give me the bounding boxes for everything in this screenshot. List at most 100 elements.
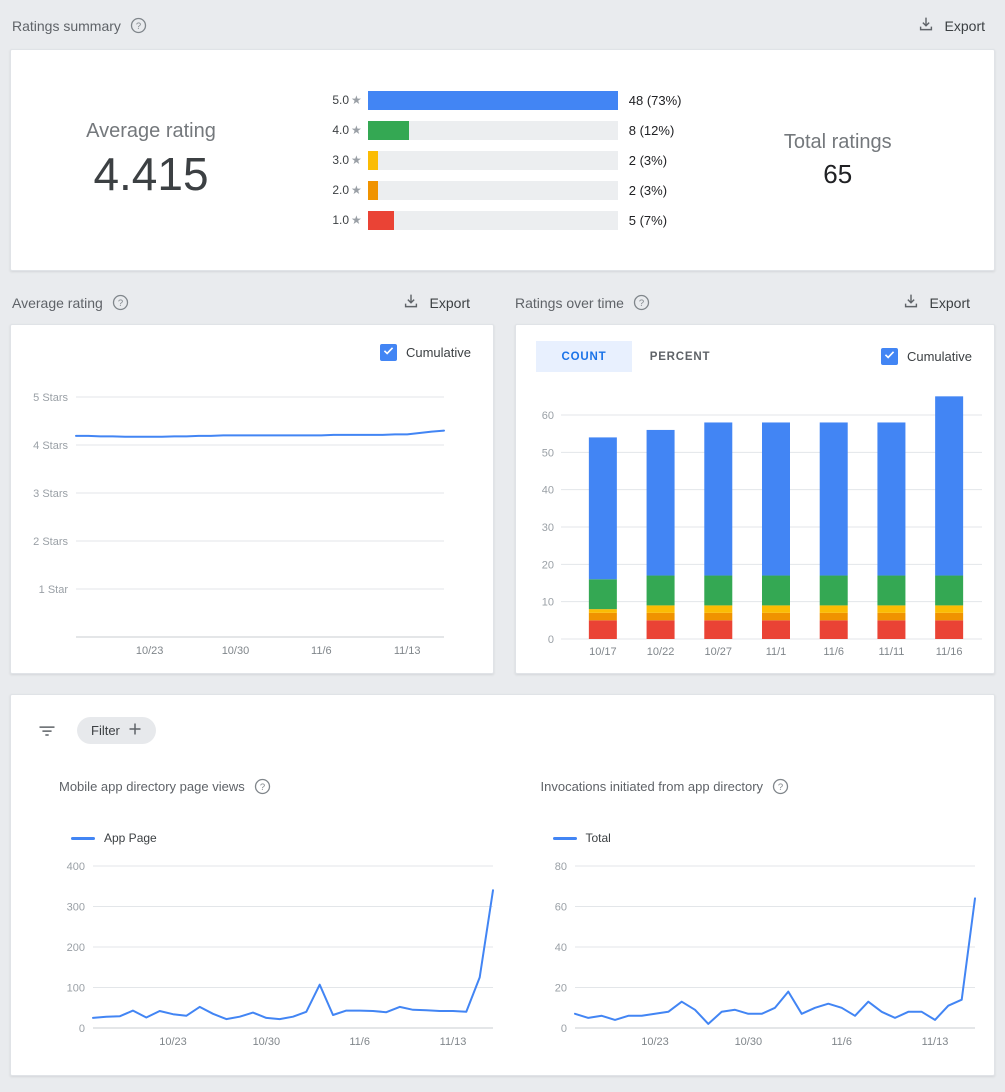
svg-text:100: 100 [67,983,85,995]
directory-charts-row: Mobile app directory page views ? App Pa… [11,778,994,1055]
check-icon [883,348,896,366]
svg-text:11/6: 11/6 [311,645,332,657]
svg-text:10/23: 10/23 [136,645,164,657]
rating-bar-fill [367,180,379,200]
rating-bar-track [367,150,618,170]
svg-text:11/11: 11/11 [878,646,904,658]
help-icon[interactable]: ? [112,294,129,311]
rating-distribution-row: 3.0 ★ 2 (3%) [321,145,682,175]
invocations-chart: 0 20 40 60 80 10/23 10/30 11/6 11/13 [554,861,976,1048]
filter-chip[interactable]: Filter [77,717,156,744]
help-icon[interactable]: ? [254,778,271,795]
svg-text:10/30: 10/30 [734,1036,762,1048]
svg-text:10/17: 10/17 [589,646,617,658]
svg-text:11/1: 11/1 [766,646,787,658]
check-icon [382,344,395,362]
invocations-chart-block: Invocations initiated from app directory… [503,778,995,1055]
rating-bar-fill [367,210,394,230]
svg-text:10/30: 10/30 [222,645,250,657]
rating-bar-fill [367,150,379,170]
export-label: Export [929,294,970,311]
download-icon [917,15,935,36]
cumulative-checkbox-label: Cumulative [405,345,471,360]
rating-row-label: 5.0 [332,93,349,107]
svg-text:10/30: 10/30 [253,1036,281,1048]
page-views-chart-block: Mobile app directory page views ? App Pa… [11,778,503,1055]
rating-distribution: 5.0 ★ 48 (73%) 4.0 ★ 8 (12%) 3.0 ★ 2 (3%) 2.0 ★ 2 (… [321,85,682,235]
total-ratings-block: Total ratings 65 [682,131,994,190]
star-icon: ★ [351,213,362,227]
page-views-legend: App Page [71,831,503,845]
rating-distribution-row: 2.0 ★ 2 (3%) [321,175,682,205]
svg-text:50: 50 [542,447,554,459]
average-rating-value: 4.415 [93,147,209,200]
invocations-chart-title: Invocations initiated from app directory [540,779,764,794]
rating-row-label: 4.0 [332,123,349,137]
average-rating-section-title: Average rating [12,294,103,311]
filter-list-icon[interactable] [37,721,57,741]
rating-row-value: 48 (73%) [628,92,682,108]
total-ratings-label: Total ratings [783,130,892,153]
row2-headers: Average rating ? Export Ratings over tim… [0,281,1005,324]
star-icon: ★ [351,123,362,137]
svg-text:30: 30 [542,522,554,534]
average-rating-card: Cumulative 5 Stars 4 Stars 3 Stars 2 Stars 1… [10,324,494,674]
help-icon[interactable]: ? [772,778,789,795]
cumulative-checkbox[interactable] [379,344,397,362]
svg-text:0: 0 [560,1023,566,1035]
rating-row-label: 3.0 [332,153,349,167]
count-percent-tabs: COUNT PERCENT [536,341,728,372]
export-button-ratings-over-time[interactable]: Export [902,292,970,313]
svg-text:?: ? [118,298,123,309]
average-rating-chart: 5 Stars 4 Stars 3 Stars 2 Stars 1 Star 10/23 1… [33,392,445,657]
svg-text:3 Stars: 3 Stars [33,488,68,500]
rating-row-label: 1.0 [332,213,349,227]
svg-text:60: 60 [542,410,554,422]
ratings-summary-title: Ratings summary [12,17,121,34]
invocations-legend: Total [552,831,995,845]
svg-text:11/6: 11/6 [831,1036,852,1048]
rating-bar-track [367,120,618,140]
svg-text:10/23: 10/23 [641,1036,669,1048]
ratings-over-time-card: COUNT PERCENT Cumulative 0 10 20 30 40 50 60 10… [515,324,995,674]
page-views-chart-title: Mobile app directory page views [59,779,245,794]
svg-text:80: 80 [554,861,566,873]
rating-bar-fill [367,90,618,110]
cumulative-checkbox[interactable] [880,348,898,366]
svg-text:200: 200 [67,942,85,954]
svg-text:11/13: 11/13 [440,1036,467,1048]
plus-icon [128,722,142,739]
star-icon: ★ [351,183,362,197]
export-button-summary[interactable]: Export [917,15,985,36]
svg-text:?: ? [260,782,265,793]
page-views-chart: 0 100 200 300 400 10/23 10/30 11/6 11/13 [67,861,494,1048]
row2-cards: Cumulative 5 Stars 4 Stars 3 Stars 2 Stars 1… [10,324,995,674]
ratings-summary-card: Average rating 4.415 5.0 ★ 48 (73%) 4.0 ★ 8 (… [10,49,995,271]
svg-text:1 Star: 1 Star [39,584,69,596]
export-button-average-rating[interactable]: Export [402,292,470,313]
rating-row-value: 5 (7%) [628,212,668,228]
rating-bar-track [367,210,618,230]
rating-row-value: 8 (12%) [628,122,675,138]
help-icon[interactable]: ? [633,294,650,311]
svg-text:0: 0 [548,634,554,646]
rating-distribution-row: 5.0 ★ 48 (73%) [321,85,682,115]
rating-row-label: 2.0 [332,183,349,197]
export-label: Export [944,17,985,34]
tab-percent[interactable]: PERCENT [649,350,711,363]
help-icon[interactable]: ? [130,17,147,34]
svg-text:20: 20 [554,983,566,995]
svg-text:400: 400 [67,861,85,873]
rating-bar-track [367,180,618,200]
rating-row-value: 2 (3%) [628,152,668,168]
svg-text:0: 0 [79,1023,85,1035]
download-icon [902,292,920,313]
tab-count[interactable]: COUNT [536,341,632,372]
filter-row: Filter [11,711,994,750]
svg-text:20: 20 [542,559,554,571]
star-icon: ★ [351,153,362,167]
rating-distribution-row: 1.0 ★ 5 (7%) [321,205,682,235]
svg-text:4 Stars: 4 Stars [33,440,68,452]
total-ratings-value: 65 [823,158,853,189]
rating-row-value: 2 (3%) [628,182,668,198]
